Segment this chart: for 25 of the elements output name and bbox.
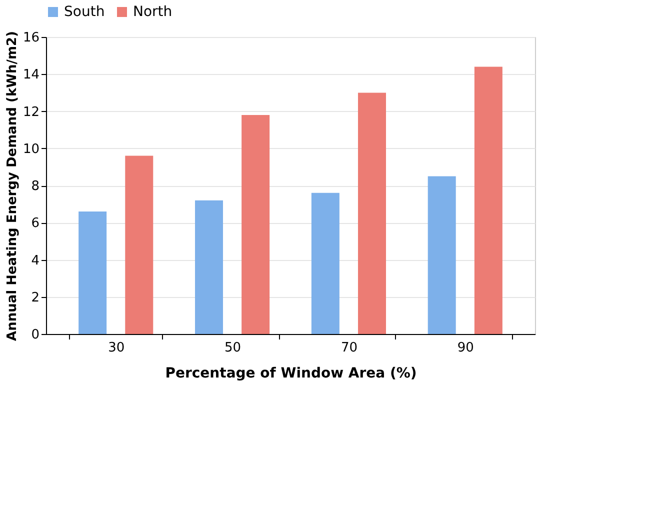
bar [242,114,270,334]
x-tick-label: 90 [457,340,474,356]
bar [311,192,340,334]
y-tick-label: 12 [22,104,40,120]
y-tick-label: 6 [31,216,40,232]
x-axis-title: Percentage of Window Area (%) [165,366,417,382]
y-tick-label: 14 [22,68,40,83]
legend-label: North [133,4,172,20]
x-tick-label: 30 [108,340,125,356]
y-tick-label: 16 [22,30,40,46]
bar [78,211,107,334]
y-tick-label: 8 [31,179,40,194]
y-tick-label: 0 [31,328,40,342]
y-tick-label: 10 [22,142,40,157]
y-tick-label: 4 [31,253,40,268]
x-tick-label: 50 [224,340,242,356]
legend-label: South [64,4,105,20]
y-axis-title: Annual Heating Energy Demand (kWh/m2) [4,31,20,341]
bar [474,66,502,334]
bar [195,200,223,334]
y-tick-label: 2 [31,290,40,306]
bar [358,92,386,334]
bar [428,176,456,334]
x-tick-label: 70 [340,340,358,356]
bar [125,156,154,334]
